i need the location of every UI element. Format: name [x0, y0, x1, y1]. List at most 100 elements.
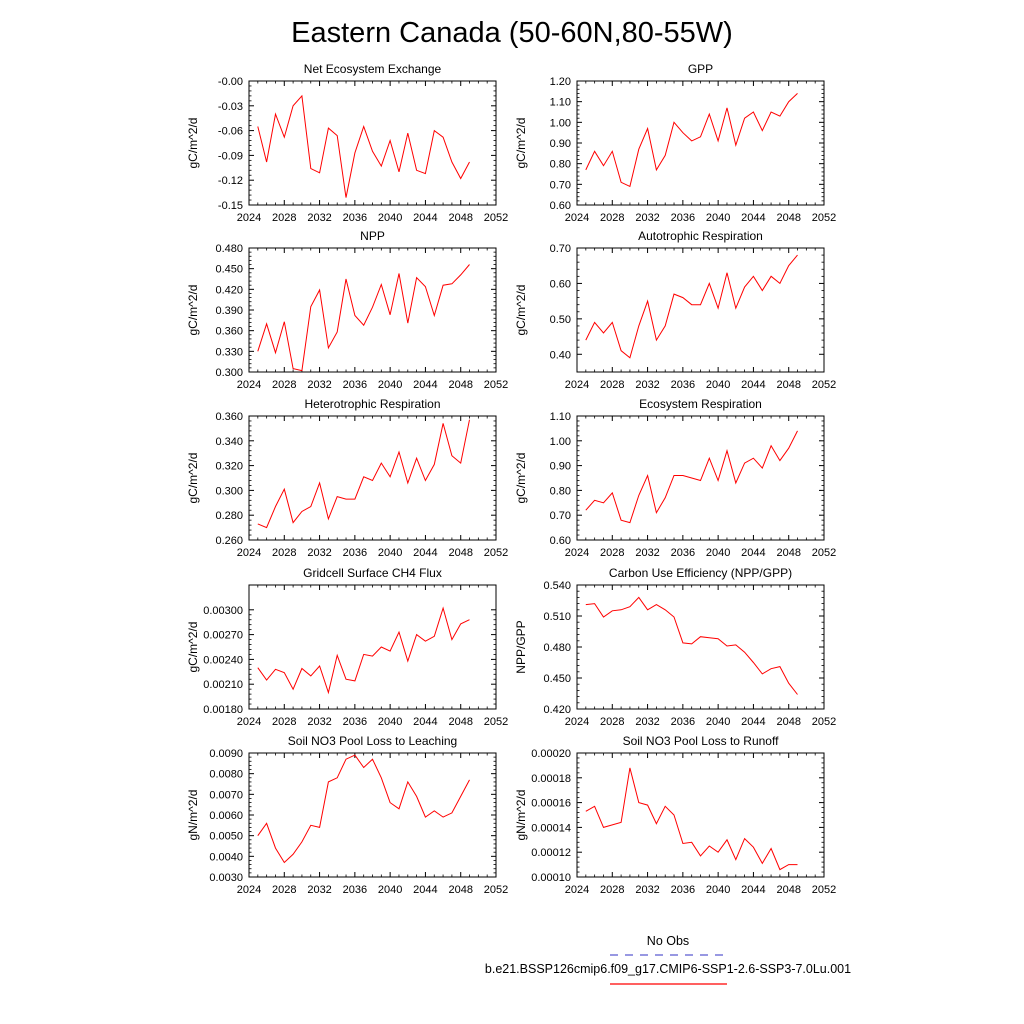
plot-frame: [576, 415, 825, 541]
x-tick-label: 2044: [741, 212, 765, 224]
y-tick-label: 0.540: [543, 580, 571, 592]
y-tick-label: 0.70: [550, 243, 571, 255]
x-tick-label: 2024: [237, 884, 261, 896]
x-tick-label: 2040: [378, 884, 402, 896]
y-axis-label: gN/m^2/d: [514, 790, 528, 841]
x-tick-label: 2052: [484, 379, 508, 391]
y-tick-label: 0.480: [543, 642, 571, 654]
legend-entry-0-label: No Obs: [647, 934, 689, 948]
chart-panel-1: GPP gC/m^2/d 2024 2028 2032 2036 2040 2044 2048 2…: [514, 62, 836, 224]
x-tick-label: 2036: [671, 212, 695, 224]
y-tick-label: 1.10: [550, 97, 571, 109]
x-tick-label: 2044: [413, 716, 437, 728]
y-tick-label: 0.40: [550, 349, 571, 361]
y-axis-label: gC/m^2/d: [186, 118, 200, 169]
y-tick-label: 0.00240: [203, 654, 243, 666]
x-tick-label: 2052: [484, 547, 508, 559]
x-tick-label: 2028: [600, 547, 624, 559]
y-axis-label: gC/m^2/d: [514, 118, 528, 169]
x-tick-label: 2024: [237, 547, 261, 559]
y-tick-label: -0.15: [218, 200, 243, 212]
series-line: [585, 767, 798, 871]
y-tick-label: 0.300: [215, 367, 243, 379]
x-tick-label: 2032: [307, 716, 331, 728]
panel-title: Ecosystem Respiration: [639, 397, 762, 411]
y-axis-label: NPP/GPP: [514, 620, 528, 673]
y-tick-label: 0.50: [550, 314, 571, 326]
series-line: [257, 754, 470, 864]
y-tick-label: 0.340: [215, 436, 243, 448]
y-tick-label: 0.280: [215, 510, 243, 522]
x-tick-label: 2028: [272, 716, 296, 728]
y-tick-label: 0.90: [550, 138, 571, 150]
plot-frame: [248, 247, 497, 373]
plot-frame: [576, 80, 825, 206]
y-tick-label: 0.00012: [531, 847, 571, 859]
chart-panel-6: Gridcell Surface CH4 Flux gC/m^2/d 2024 202…: [186, 566, 508, 728]
x-tick-label: 2044: [413, 212, 437, 224]
y-tick-label: -0.12: [218, 175, 243, 187]
x-tick-label: 2032: [307, 379, 331, 391]
x-tick-label: 2024: [565, 884, 589, 896]
chart-panel-7: Carbon Use Efficiency (NPP/GPP) NPP/GPP 20…: [514, 566, 836, 728]
x-tick-label: 2052: [484, 716, 508, 728]
x-tick-label: 2028: [272, 379, 296, 391]
legend-entry-1-label: b.e21.BSSP126cmip6.f09_g17.CMIP6-SSP1-2.…: [485, 962, 851, 976]
x-tick-label: 2024: [565, 212, 589, 224]
y-tick-label: -0.09: [218, 150, 243, 162]
plot-frame: [248, 752, 497, 878]
y-tick-label: 1.10: [550, 411, 571, 423]
y-tick-label: 0.260: [215, 535, 243, 547]
y-tick-label: 0.510: [543, 611, 571, 623]
x-tick-label: 2036: [671, 716, 695, 728]
x-tick-label: 2036: [343, 379, 367, 391]
y-tick-label: 0.0070: [209, 789, 243, 801]
y-tick-label: 0.300: [215, 485, 243, 497]
panel-title: Heterotrophic Respiration: [304, 397, 440, 411]
x-tick-label: 2028: [600, 716, 624, 728]
x-tick-label: 2052: [484, 884, 508, 896]
y-tick-label: -0.06: [218, 126, 243, 138]
x-tick-label: 2032: [635, 379, 659, 391]
chart-panel-3: Autotrophic Respiration gC/m^2/d 2024 2028 2…: [514, 229, 836, 391]
x-tick-label: 2048: [776, 379, 800, 391]
y-tick-label: 0.00020: [531, 748, 571, 760]
x-tick-label: 2032: [307, 547, 331, 559]
x-tick-label: 2052: [812, 379, 836, 391]
panel-title: Soil NO3 Pool Loss to Runoff: [623, 734, 780, 748]
x-tick-label: 2048: [448, 884, 472, 896]
x-tick-label: 2032: [307, 212, 331, 224]
x-tick-label: 2028: [272, 212, 296, 224]
y-tick-label: 0.450: [543, 673, 571, 685]
x-tick-label: 2032: [307, 884, 331, 896]
series-line: [585, 596, 798, 695]
chart-panel-4: Heterotrophic Respiration gC/m^2/d 2024 202…: [186, 397, 508, 559]
y-tick-label: 0.00270: [203, 630, 243, 642]
series-line: [585, 430, 798, 524]
y-tick-label: 0.80: [550, 159, 571, 171]
x-tick-label: 2032: [635, 884, 659, 896]
x-tick-label: 2044: [741, 884, 765, 896]
y-tick-label: 0.60: [550, 535, 571, 547]
x-tick-label: 2044: [741, 379, 765, 391]
x-tick-label: 2044: [413, 547, 437, 559]
x-tick-label: 2040: [378, 379, 402, 391]
x-tick-label: 2024: [237, 716, 261, 728]
x-tick-label: 2040: [706, 884, 730, 896]
x-tick-label: 2044: [741, 547, 765, 559]
x-tick-label: 2052: [484, 212, 508, 224]
y-tick-label: 0.480: [215, 243, 243, 255]
chart-panel-8: Soil NO3 Pool Loss to Leaching gN/m^2/d 20…: [186, 734, 508, 896]
series-line: [585, 254, 798, 359]
plot-frame: [248, 584, 497, 710]
x-tick-label: 2040: [706, 716, 730, 728]
panel-title: Carbon Use Efficiency (NPP/GPP): [609, 566, 792, 580]
x-tick-label: 2052: [812, 716, 836, 728]
y-tick-label: 0.0060: [209, 810, 243, 822]
x-tick-label: 2048: [776, 547, 800, 559]
y-tick-label: 0.330: [215, 346, 243, 358]
y-axis-label: gC/m^2/d: [186, 622, 200, 673]
chart-panel-2: NPP gC/m^2/d 2024 2028 2032 2036 2040 2044 2048 2…: [186, 229, 508, 391]
y-tick-label: 1.00: [550, 436, 571, 448]
y-tick-label: -0.03: [218, 101, 243, 113]
